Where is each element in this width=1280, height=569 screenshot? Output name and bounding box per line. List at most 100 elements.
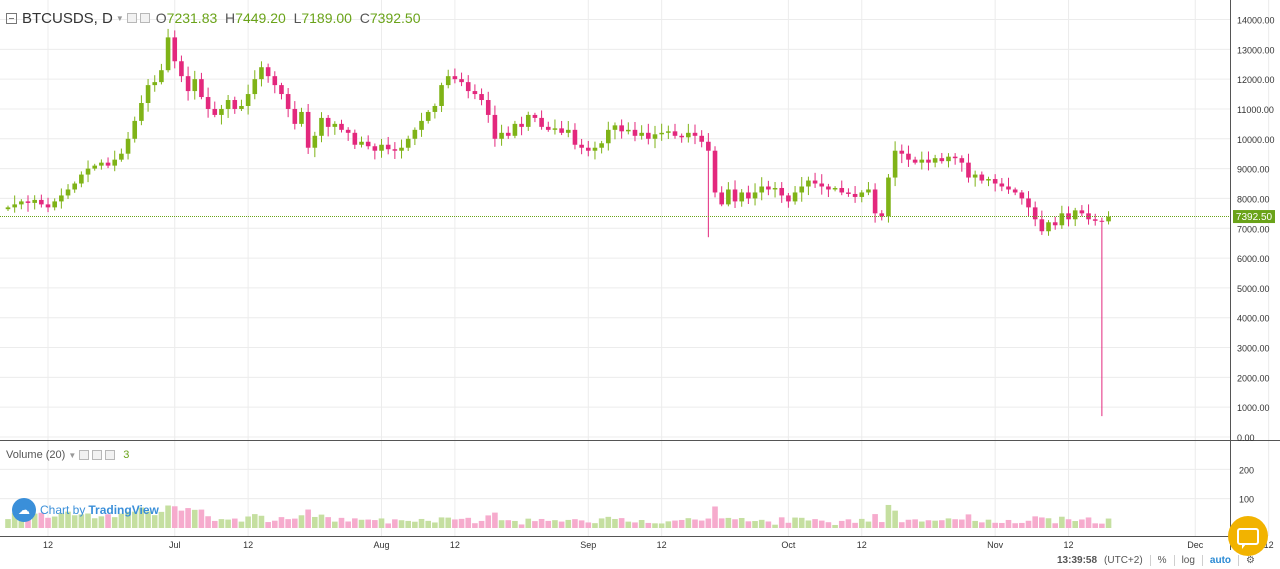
volume-bar bbox=[505, 520, 512, 528]
candle-body bbox=[972, 174, 978, 178]
price-tick-label: 8000.00 bbox=[1237, 194, 1270, 204]
time-tick-label: Jul bbox=[169, 540, 181, 550]
collapse-icon[interactable] bbox=[6, 12, 17, 24]
price-tick-label: 6000.00 bbox=[1237, 254, 1270, 264]
volume-bar bbox=[45, 517, 51, 528]
candle-body bbox=[432, 105, 438, 112]
volume-bar bbox=[398, 520, 405, 528]
volume-bar bbox=[452, 519, 458, 528]
close-icon[interactable] bbox=[139, 13, 150, 23]
volume-bar bbox=[478, 520, 485, 528]
chevron-down-icon[interactable]: ▼ bbox=[68, 450, 77, 460]
volume-bar bbox=[578, 520, 585, 528]
volume-bar bbox=[5, 519, 11, 528]
candle-body bbox=[1026, 198, 1031, 208]
volume-bar bbox=[999, 522, 1005, 528]
time-tick-label: 12 bbox=[243, 540, 253, 550]
candle-body bbox=[712, 150, 718, 193]
volume-bar bbox=[545, 520, 552, 528]
symbol-name[interactable]: BTCUSDS, D bbox=[22, 9, 113, 27]
candle-body bbox=[232, 100, 238, 109]
volume-bar bbox=[939, 520, 945, 528]
candle-body bbox=[879, 213, 885, 217]
candle-body bbox=[1072, 210, 1078, 220]
log-scale-button[interactable]: log bbox=[1181, 554, 1195, 566]
candle-body bbox=[439, 85, 444, 106]
volume-bar bbox=[145, 511, 151, 528]
volume-bar bbox=[972, 520, 978, 528]
volume-bar bbox=[979, 522, 985, 528]
settings-icon[interactable] bbox=[126, 13, 137, 23]
volume-bar bbox=[825, 522, 832, 528]
branding-name: TradingView bbox=[88, 503, 159, 517]
candle-body bbox=[279, 85, 284, 95]
volume-bar bbox=[392, 519, 398, 528]
chat-button[interactable] bbox=[1228, 516, 1268, 556]
volume-bar bbox=[598, 518, 605, 528]
volume-bar bbox=[1079, 519, 1085, 528]
divider bbox=[1238, 554, 1240, 566]
tradingview-branding[interactable]: ☁ Chart by TradingView bbox=[12, 498, 159, 522]
volume-bar bbox=[585, 522, 592, 528]
candle-body bbox=[1079, 210, 1085, 214]
candle-body bbox=[966, 162, 971, 178]
volume-bar bbox=[898, 522, 905, 528]
candle-body bbox=[699, 135, 704, 142]
close-icon[interactable] bbox=[105, 450, 116, 460]
price-tick-label: 2000.00 bbox=[1237, 373, 1270, 383]
volume-bar bbox=[878, 522, 885, 528]
volume-bar bbox=[178, 510, 185, 528]
candle-body bbox=[999, 183, 1005, 187]
volume-bar bbox=[865, 521, 872, 528]
candle-body bbox=[45, 204, 51, 208]
volume-bar bbox=[218, 519, 225, 528]
volume-bar bbox=[965, 514, 972, 528]
high-label: H bbox=[225, 10, 236, 26]
volume-axis[interactable]: 200 100 bbox=[1239, 465, 1254, 504]
candle-body bbox=[1019, 192, 1025, 199]
settings-icon[interactable] bbox=[92, 450, 103, 460]
chevron-down-icon[interactable]: ▼ bbox=[115, 13, 124, 23]
timezone-label[interactable]: (UTC+2) bbox=[1104, 554, 1143, 566]
candle-body bbox=[239, 105, 244, 109]
volume-bar bbox=[358, 519, 365, 528]
volume-study-name[interactable]: Volume (20) bbox=[6, 449, 66, 461]
gear-icon[interactable]: ⚙ bbox=[1246, 554, 1255, 566]
candle-body bbox=[205, 97, 211, 109]
volume-bar bbox=[1005, 519, 1012, 528]
candle-body bbox=[646, 132, 651, 139]
volume-bar bbox=[412, 521, 418, 528]
candle-body bbox=[1059, 213, 1065, 226]
volume-bar bbox=[565, 519, 572, 528]
volume-bar bbox=[532, 521, 538, 528]
volume-bar bbox=[332, 521, 338, 528]
auto-scale-button[interactable]: auto bbox=[1209, 554, 1232, 566]
open-value: 7231.83 bbox=[166, 10, 218, 26]
candle-body bbox=[379, 144, 384, 151]
volume-bar bbox=[652, 523, 658, 528]
price-axis[interactable]: 14000.00 13000.00 12000.00 11000.00 10000.00… bbox=[1237, 16, 1275, 444]
candle-body bbox=[299, 111, 304, 124]
candle-body bbox=[579, 144, 584, 148]
volume-bar bbox=[872, 514, 878, 528]
volume-bar bbox=[912, 519, 918, 528]
time-tick-label: Sep bbox=[580, 540, 596, 550]
volume-bar bbox=[632, 522, 638, 528]
time-axis[interactable]: 12 Jul 12 Aug 12 Sep 12 Oct 12 Nov 12 Dec 12 bbox=[43, 540, 1274, 550]
volume-bar bbox=[792, 517, 798, 528]
volume-bar bbox=[1039, 517, 1045, 528]
volume-bar bbox=[1019, 522, 1025, 528]
time-tick-label: 12 bbox=[450, 540, 460, 550]
candle-body bbox=[419, 120, 424, 130]
volume-bar bbox=[51, 516, 58, 528]
volume-bar bbox=[305, 509, 311, 528]
volume-bar bbox=[31, 513, 38, 528]
price-tick-label: 9000.00 bbox=[1237, 165, 1270, 175]
volume-bar bbox=[925, 520, 932, 528]
settings-icon[interactable] bbox=[79, 450, 90, 460]
candle-body bbox=[892, 150, 898, 178]
volume-bar bbox=[618, 518, 625, 528]
volume-legend: Volume (20) ▼ 3 bbox=[6, 447, 129, 463]
percent-scale-button[interactable]: % bbox=[1157, 554, 1167, 566]
